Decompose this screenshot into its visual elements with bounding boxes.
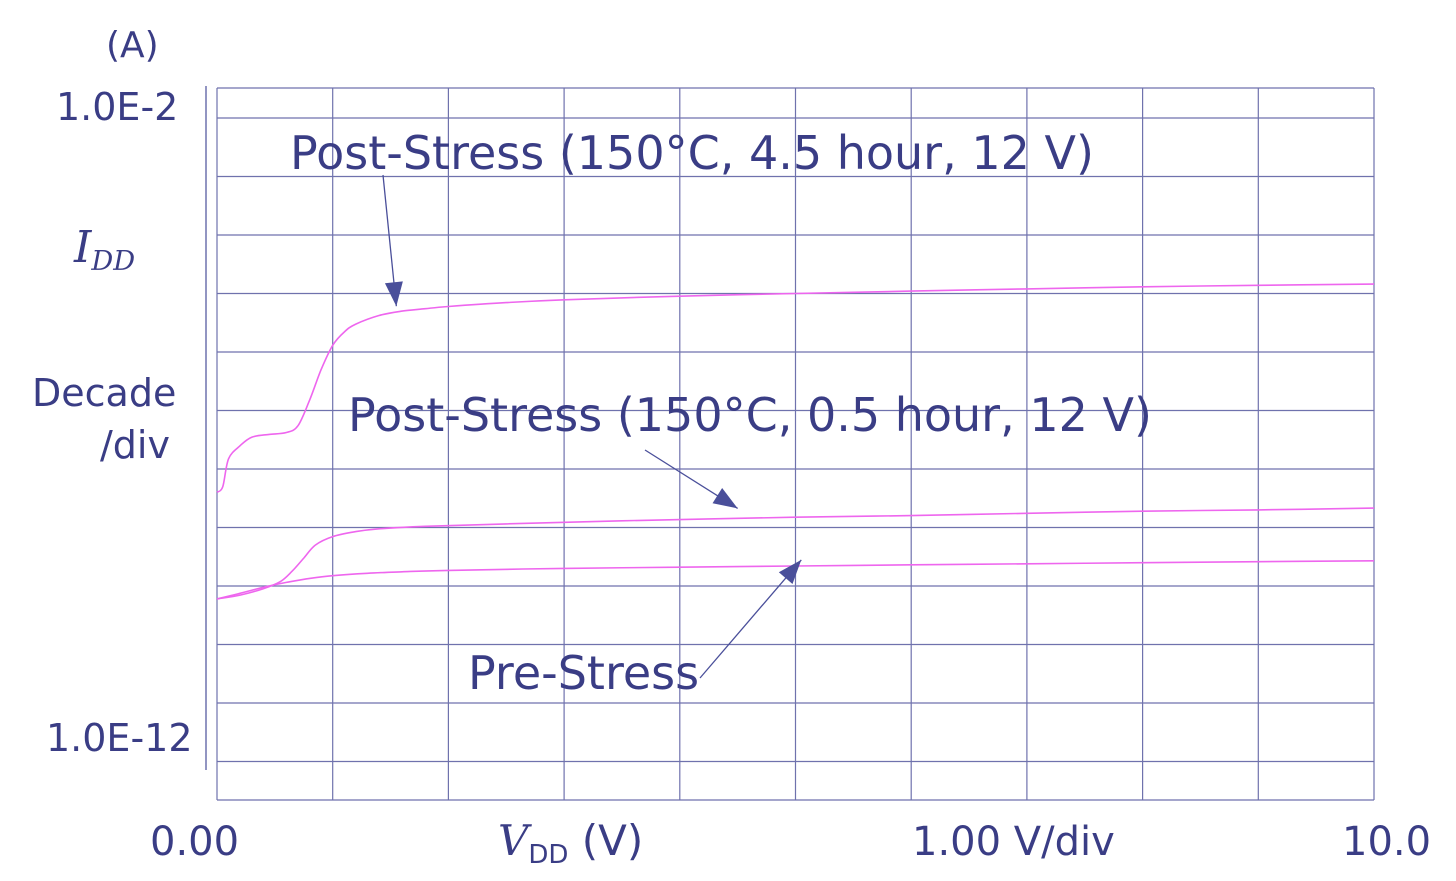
y-axis-title-symbol: I [74,222,92,273]
annotation-arrow-pre-stress-shaft [699,559,802,679]
y-axis-unit-label: (A) [106,25,159,66]
x-axis-title-unit: (V) [568,816,644,865]
chart-series [216,283,1375,600]
annotation-arrow-post-stress-0-5-hour-head [712,487,738,509]
annotation-post-stress-0-5-hour: Post-Stress (150°C, 0.5 hour, 12 V) [348,388,1152,442]
x-axis-title-subscript: DD [528,839,569,870]
chart-annotation-arrows [382,174,802,679]
x-axis-title-symbol: V [498,816,529,865]
chart-grid [205,86,1375,801]
y-axis-top-tick-label: 1.0E-2 [56,85,179,129]
y-axis-scale-label-line1: Decade [32,371,177,415]
series-line-post-stress-0-5-hour [216,507,1375,600]
annotation-arrow-pre-stress-head [778,559,802,584]
x-axis-end-tick-label: 10.0 [1342,819,1432,865]
x-axis-start-tick-label: 0.00 [150,819,240,865]
annotation-arrow-post-stress-4-5-hour-head [384,281,403,307]
y-axis-title: IDD [74,226,136,278]
x-axis-scale-label: 1.00 V/div [912,819,1115,865]
x-axis-title: VDD (V) [498,820,643,868]
y-axis-scale-label-line2: /div [100,423,170,467]
y-axis-title-subscript: DD [91,246,136,278]
series-line-post-stress-4-5-hour [216,283,1375,493]
annotation-pre-stress: Pre-Stress [468,646,700,700]
annotation-post-stress-4-5-hour: Post-Stress (150°C, 4.5 hour, 12 V) [290,126,1094,180]
series-line-pre-stress [216,560,1375,600]
y-axis-bottom-tick-label: 1.0E-12 [46,716,193,760]
